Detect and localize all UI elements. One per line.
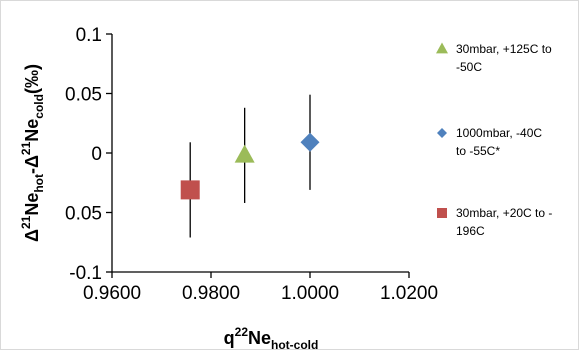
legend-marker-diamond: [437, 128, 447, 138]
y-axis-title-sub: hot: [32, 174, 46, 193]
y-axis-title-sup: 21: [19, 215, 33, 229]
data-point-diamond: [300, 132, 320, 152]
legend-label: 1000mbar, -40C: [456, 126, 542, 140]
scatter-chart: 0.1 0.05 0 0.05 -0.10.9600 0.9800 1.0000 1.0200…: [19, 25, 552, 352]
y-axis-title-part: Ne: [22, 193, 42, 216]
y-axis-title-sub: cold: [32, 94, 46, 119]
x-axis-title-sub: hot-cold: [271, 338, 318, 349]
y-axis-title: Δ21Nehot-Δ21Necold(‰): [19, 64, 46, 242]
legend-marker-triangle: [436, 42, 448, 54]
legend-marker-square: [437, 208, 447, 218]
y-axis-title-sup: 21: [19, 141, 33, 155]
data-point-triangle: [234, 144, 255, 163]
x-axis-title-part: q: [224, 328, 235, 348]
y-axis-title-part: -Δ: [22, 155, 42, 174]
x-axis-title-part: Ne: [248, 328, 271, 348]
x-tick-label: 1.0200: [380, 283, 438, 304]
x-axis-title: q22Nehot-cold: [224, 325, 319, 349]
y-tick-label: 0.05: [65, 204, 102, 225]
legend-label: -50C: [456, 60, 482, 74]
axes: 0.1 0.05 0 0.05 -0.10.9600 0.9800 1.0000 1.0200: [65, 25, 438, 304]
x-tick-label: 0.9800: [182, 283, 240, 304]
legend-label: to -55C*: [456, 144, 500, 158]
data-point-square: [180, 180, 200, 200]
data-marks: [180, 94, 320, 238]
y-axis-title-part: Ne: [22, 119, 42, 142]
legend-label: 30mbar, +125C to: [456, 42, 552, 56]
x-axis-title-sup: 22: [235, 325, 249, 339]
legend-label: 196C: [456, 224, 485, 238]
x-tick-label: 1.0000: [281, 283, 339, 304]
y-tick-label: 0.1: [76, 25, 102, 46]
y-tick-label: 0: [91, 144, 102, 165]
y-axis-title-part: (‰): [22, 64, 42, 94]
y-axis-title-part: Δ: [22, 229, 42, 242]
legend-label: 30mbar, +20C to -: [456, 206, 552, 220]
legend: 30mbar, +125C to -50C 1000mbar, -40C to -55…: [436, 42, 552, 238]
y-tick-label: -0.1: [69, 263, 102, 284]
x-tick-label: 0.9600: [83, 283, 141, 304]
y-tick-label: 0.05: [65, 85, 102, 106]
